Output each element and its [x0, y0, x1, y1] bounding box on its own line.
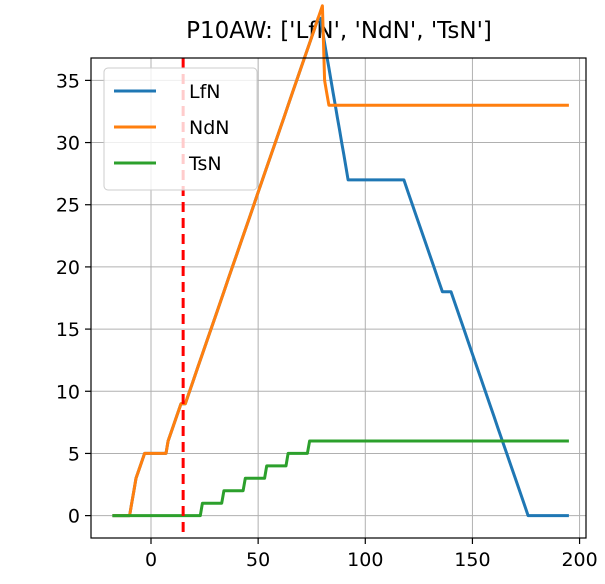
y-tick-label-1: 5	[68, 443, 80, 465]
x-tick-label-1: 50	[246, 549, 270, 571]
x-tick-label-0: 0	[145, 549, 157, 571]
x-axis: 0 50 100 150 200	[145, 538, 598, 571]
y-tick-label-0: 0	[68, 506, 80, 528]
legend: LfN NdN TsN	[103, 67, 258, 191]
y-axis: 0 5 10 15 20 25 30 35	[56, 70, 91, 528]
legend-label-lfn: LfN	[189, 81, 221, 103]
y-tick-label-6: 30	[56, 133, 80, 155]
legend-box	[103, 67, 258, 191]
series-line-ndn	[112, 4, 569, 518]
y-tick-label-7: 35	[56, 70, 80, 92]
y-tick-label-3: 15	[56, 319, 80, 341]
legend-label-tsn: TsN	[188, 153, 222, 175]
y-tick-label-5: 25	[56, 195, 80, 217]
x-tick-label-4: 200	[561, 549, 597, 571]
chart-title: P10AW: ['LfN', 'NdN', 'TsN']	[186, 18, 492, 44]
y-tick-label-4: 20	[56, 257, 80, 279]
plot-frame	[90, 57, 587, 539]
plot-lines	[112, 4, 569, 518]
y-tick-label-2: 10	[56, 381, 80, 403]
x-tick-label-3: 150	[454, 549, 490, 571]
grid	[91, 58, 586, 538]
x-tick-label-2: 100	[347, 549, 383, 571]
series-line-tsn	[112, 439, 569, 518]
legend-label-ndn: NdN	[189, 117, 230, 139]
